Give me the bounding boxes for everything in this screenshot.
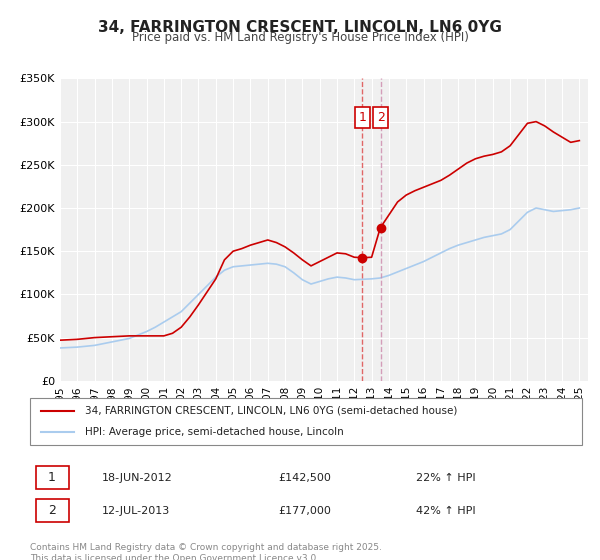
- Text: HPI: Average price, semi-detached house, Lincoln: HPI: Average price, semi-detached house,…: [85, 427, 344, 437]
- FancyBboxPatch shape: [35, 500, 68, 522]
- Text: 42% ↑ HPI: 42% ↑ HPI: [416, 506, 476, 516]
- Text: Price paid vs. HM Land Registry's House Price Index (HPI): Price paid vs. HM Land Registry's House …: [131, 31, 469, 44]
- FancyBboxPatch shape: [35, 466, 68, 489]
- Text: 34, FARRINGTON CRESCENT, LINCOLN, LN6 0YG (semi-detached house): 34, FARRINGTON CRESCENT, LINCOLN, LN6 0Y…: [85, 406, 458, 416]
- Text: 34, FARRINGTON CRESCENT, LINCOLN, LN6 0YG: 34, FARRINGTON CRESCENT, LINCOLN, LN6 0Y…: [98, 20, 502, 35]
- Text: 1: 1: [48, 471, 56, 484]
- Text: 1: 1: [358, 111, 366, 124]
- Text: 2: 2: [48, 505, 56, 517]
- Text: Contains HM Land Registry data © Crown copyright and database right 2025.
This d: Contains HM Land Registry data © Crown c…: [30, 543, 382, 560]
- FancyBboxPatch shape: [30, 398, 582, 445]
- Text: 22% ↑ HPI: 22% ↑ HPI: [416, 473, 476, 483]
- Text: £142,500: £142,500: [278, 473, 331, 483]
- Text: 18-JUN-2012: 18-JUN-2012: [102, 473, 173, 483]
- Text: 12-JUL-2013: 12-JUL-2013: [102, 506, 170, 516]
- Text: 2: 2: [377, 111, 385, 124]
- Text: £177,000: £177,000: [278, 506, 331, 516]
